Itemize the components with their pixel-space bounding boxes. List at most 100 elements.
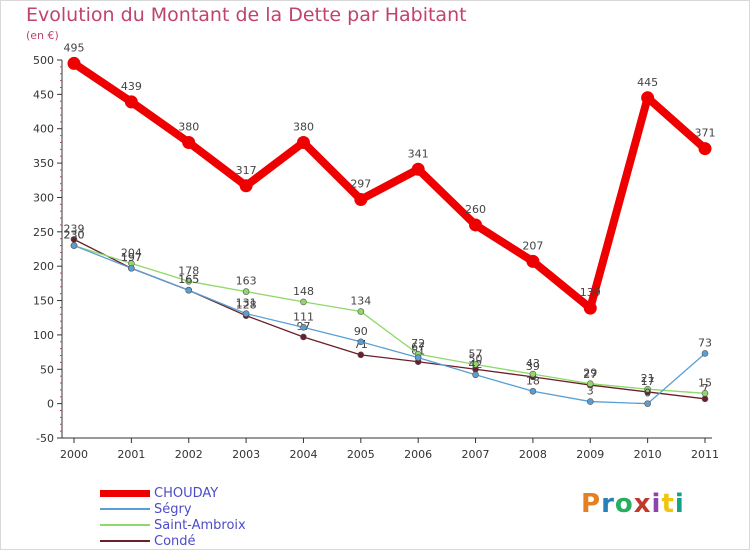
data-label: 27 (583, 368, 597, 381)
data-point (469, 218, 483, 232)
data-label: 134 (350, 295, 371, 308)
y-tick-label: 150 (33, 295, 54, 308)
legend-item: Ségry (100, 501, 246, 517)
data-label: 341 (408, 147, 429, 160)
proxiti-logo: Proxiti (581, 489, 685, 519)
data-point (529, 370, 537, 378)
data-label: 230 (64, 229, 85, 242)
data-point (701, 390, 709, 397)
data-label: 380 (293, 120, 314, 133)
data-label: 165 (178, 273, 199, 286)
legend-item: Saint-Ambroix (100, 517, 246, 533)
x-tick-label: 2005 (347, 448, 375, 461)
data-point (698, 142, 712, 156)
data-point (583, 301, 597, 315)
logo-letter: r (601, 489, 615, 519)
data-label: 148 (293, 285, 314, 298)
x-tick-label: 2003 (232, 448, 260, 461)
data-label: 445 (637, 76, 658, 89)
data-point (357, 338, 365, 346)
data-label: 111 (293, 310, 314, 323)
data-label: 239 (64, 222, 85, 235)
series-line-3 (73, 238, 706, 400)
data-point (128, 264, 135, 272)
data-label: 207 (522, 239, 543, 252)
data-point (67, 56, 81, 70)
data-point (586, 380, 594, 388)
data-label: 7 (702, 382, 709, 395)
data-label: 90 (354, 325, 368, 338)
data-point (185, 286, 193, 294)
logo-letter: i (674, 489, 685, 519)
data-label: 260 (465, 203, 486, 216)
data-label: 317 (236, 164, 257, 177)
x-tick-label: 2011 (691, 448, 719, 461)
data-point (182, 135, 196, 149)
data-label: 43 (526, 357, 540, 370)
y-tick-label: -50 (36, 432, 54, 445)
data-point (641, 91, 655, 105)
legend-label: CHOUDAY (154, 485, 219, 501)
data-point (644, 400, 651, 407)
data-label: 131 (236, 297, 257, 310)
data-label: 73 (698, 336, 712, 349)
data-label: 163 (236, 275, 257, 288)
logo-letter: x (633, 489, 652, 519)
x-tick-label: 2007 (462, 448, 490, 461)
legend-item: Condé (100, 533, 246, 549)
data-point (242, 310, 250, 317)
data-label: 371 (695, 127, 716, 140)
data-point (701, 350, 709, 357)
data-point (242, 288, 250, 295)
data-point (357, 308, 365, 315)
data-label: 18 (526, 374, 540, 387)
legend-label: Saint-Ambroix (154, 517, 246, 533)
legend-label: Condé (154, 533, 196, 549)
data-point (300, 324, 307, 331)
legend: CHOUDAY Ségry Saint-Ambroix Condé (100, 485, 246, 549)
series-line-2 (73, 244, 706, 394)
data-label: 50 (469, 352, 483, 365)
data-label: 72 (411, 337, 425, 350)
data-label: 67 (411, 341, 425, 354)
data-label: 139 (580, 286, 601, 299)
x-tick-label: 2008 (519, 448, 547, 461)
data-label: 297 (350, 178, 371, 191)
data-point (300, 298, 307, 306)
logo-letter: i (651, 489, 662, 519)
data-point (300, 333, 307, 341)
data-label: 17 (641, 375, 655, 388)
data-label: 197 (121, 251, 142, 264)
data-label: 197 (121, 251, 142, 264)
legend-swatch (100, 508, 150, 510)
y-tick-label: 250 (33, 226, 54, 239)
data-point (529, 387, 537, 395)
data-label: 0 (644, 387, 651, 400)
y-tick-label: 400 (33, 123, 54, 136)
legend-swatch (100, 540, 150, 542)
x-tick-label: 2006 (404, 448, 432, 461)
x-tick-label: 2010 (634, 448, 662, 461)
data-label: 39 (526, 360, 540, 373)
data-label: 29 (583, 367, 597, 380)
data-label: 57 (469, 347, 483, 360)
data-point (644, 385, 651, 393)
data-point (354, 193, 368, 207)
data-label: 380 (178, 120, 199, 133)
data-point (124, 95, 138, 109)
data-label: 15 (698, 376, 712, 389)
data-label: 3 (587, 385, 594, 398)
series-line-1 (73, 244, 706, 405)
data-label: 439 (121, 80, 142, 93)
legend-swatch (100, 524, 150, 526)
data-point (296, 135, 310, 149)
series-line-0 (70, 59, 709, 313)
chart-title: Evolution du Montant de la Dette par Hab… (26, 4, 467, 26)
legend-label: Ségry (154, 501, 192, 517)
logo-letter: o (614, 489, 634, 519)
y-tick-label: 50 (40, 363, 54, 376)
x-tick-label: 2004 (289, 448, 317, 461)
data-label: 204 (121, 246, 142, 259)
x-tick-label: 2009 (576, 448, 604, 461)
